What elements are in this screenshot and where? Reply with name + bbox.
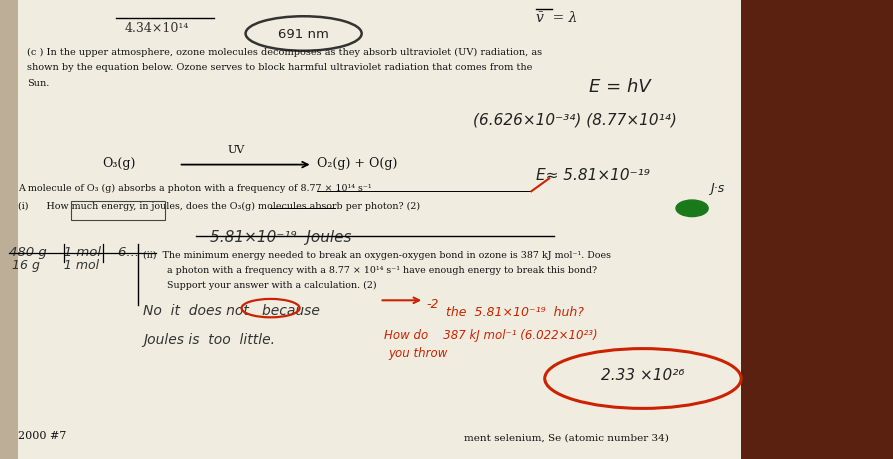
- Text: How do    387 kJ mol⁻¹ (6.022×10²³): How do 387 kJ mol⁻¹ (6.022×10²³): [384, 328, 597, 341]
- Text: Joules is  too  little.: Joules is too little.: [143, 333, 275, 347]
- Text: 691 nm: 691 nm: [279, 28, 329, 40]
- Text: (i)      How much energy, in joules, does the O₃(g) molecules absorb per photon?: (i) How much energy, in joules, does the…: [18, 201, 420, 210]
- Text: ment selenium, Se (atomic number 34): ment selenium, Se (atomic number 34): [464, 432, 669, 442]
- Text: E≈ 5.81×10⁻¹⁹: E≈ 5.81×10⁻¹⁹: [536, 168, 650, 183]
- Text: -2: -2: [426, 297, 438, 310]
- FancyBboxPatch shape: [741, 0, 893, 459]
- Text: a photon with a frequency with a 8.77 × 10¹⁴ s⁻¹ have enough energy to break thi: a photon with a frequency with a 8.77 × …: [143, 265, 597, 274]
- Text: O₂(g) + O(g): O₂(g) + O(g): [317, 157, 397, 170]
- Text: the  5.81×10⁻¹⁹  huh?: the 5.81×10⁻¹⁹ huh?: [446, 305, 584, 318]
- Text: you throw: you throw: [388, 347, 447, 359]
- Text: Sun.: Sun.: [27, 78, 49, 88]
- Text: shown by the equation below. Ozone serves to block harmful ultraviolet radiation: shown by the equation below. Ozone serve…: [27, 63, 532, 73]
- Text: (c ) In the upper atmosphere, ozone molecules decomposes as they absorb ultravio: (c ) In the upper atmosphere, ozone mole…: [27, 48, 542, 57]
- Text: (ii)  The minimum energy needed to break an oxygen-oxygen bond in ozone is 387 k: (ii) The minimum energy needed to break …: [143, 250, 611, 259]
- Text: No  it  does not   because: No it does not because: [143, 303, 320, 317]
- Text: UV: UV: [228, 145, 246, 155]
- Text: A molecule of O₃ (g) absorbs a photon with a frequency of 8.77 × 10¹⁴ s⁻¹: A molecule of O₃ (g) absorbs a photon wi…: [18, 184, 371, 193]
- Text: 2.33 ×10²⁶: 2.33 ×10²⁶: [601, 368, 685, 382]
- Text: 5.81×10⁻¹⁹  Joules: 5.81×10⁻¹⁹ Joules: [210, 230, 351, 245]
- Text: O₃(g): O₃(g): [103, 157, 136, 170]
- Text: 16 g      1 mol: 16 g 1 mol: [12, 258, 99, 271]
- Text: v̄  = λ: v̄ = λ: [536, 11, 577, 25]
- Text: J·s: J·s: [710, 181, 724, 194]
- Text: (6.626×10⁻³⁴) (8.77×10¹⁴): (6.626×10⁻³⁴) (8.77×10¹⁴): [473, 112, 677, 128]
- Text: 480 g    1 mol    6...: 480 g 1 mol 6...: [9, 246, 139, 258]
- Text: Support your answer with a calculation. (2): Support your answer with a calculation. …: [143, 280, 377, 290]
- Text: 2000 #7: 2000 #7: [18, 430, 66, 440]
- Text: 4.34×10¹⁴: 4.34×10¹⁴: [125, 22, 189, 35]
- FancyBboxPatch shape: [0, 0, 741, 459]
- FancyBboxPatch shape: [0, 0, 18, 459]
- Circle shape: [676, 201, 708, 217]
- Text: E = hV: E = hV: [589, 78, 651, 96]
